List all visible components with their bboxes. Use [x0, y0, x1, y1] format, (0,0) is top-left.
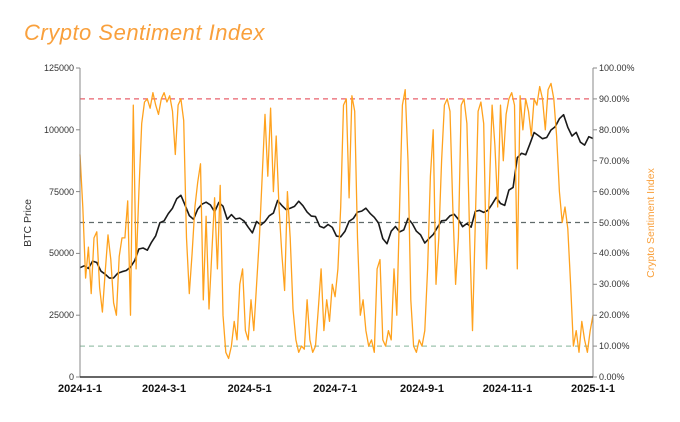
series-lines — [79, 82, 594, 360]
right-axis-tick: 10.00% — [599, 341, 630, 352]
btc-price-line — [79, 113, 594, 279]
left-axis-tick: 50000 — [48, 248, 74, 259]
x-axis-tick: 2024-5-1 — [227, 383, 272, 395]
left-axis-tick: 75000 — [48, 186, 74, 197]
sentiment-line — [79, 82, 594, 360]
chart-title: Crypto Sentiment Index — [24, 20, 265, 45]
x-axis-tick: 2024-1-1 — [57, 383, 103, 395]
x-axis-tick: 2024-11-1 — [482, 383, 533, 395]
axes-lines — [76, 67, 597, 378]
right-axis-tick: 50.00% — [599, 217, 630, 228]
right-axis-tick: 40.00% — [599, 248, 630, 259]
right-axis-tick: 90.00% — [599, 93, 630, 104]
x-axis-tick: 2024-7-1 — [313, 383, 358, 395]
right-axis-tick: 80.00% — [599, 124, 630, 135]
x-axis-tick: 2025-1-1 — [570, 383, 616, 395]
left-axis-tick: 100000 — [43, 124, 74, 135]
left-axis-tick: 0 — [68, 372, 74, 382]
right-axis-tick: 0.00% — [599, 372, 625, 382]
left-axis-tick: 125000 — [43, 63, 74, 73]
x-axis-tick: 2024-3-1 — [142, 383, 187, 395]
right-axis-tick: 70.00% — [599, 155, 630, 166]
right-axis-tick: 100.00% — [599, 63, 635, 73]
left-axis-tick: 25000 — [48, 310, 74, 321]
x-axis-tick: 2024-9-1 — [399, 383, 445, 395]
right-axis-tick: 30.00% — [599, 279, 630, 290]
right-axis-tick: 20.00% — [599, 310, 630, 321]
right-axis-tick: 60.00% — [599, 186, 630, 197]
